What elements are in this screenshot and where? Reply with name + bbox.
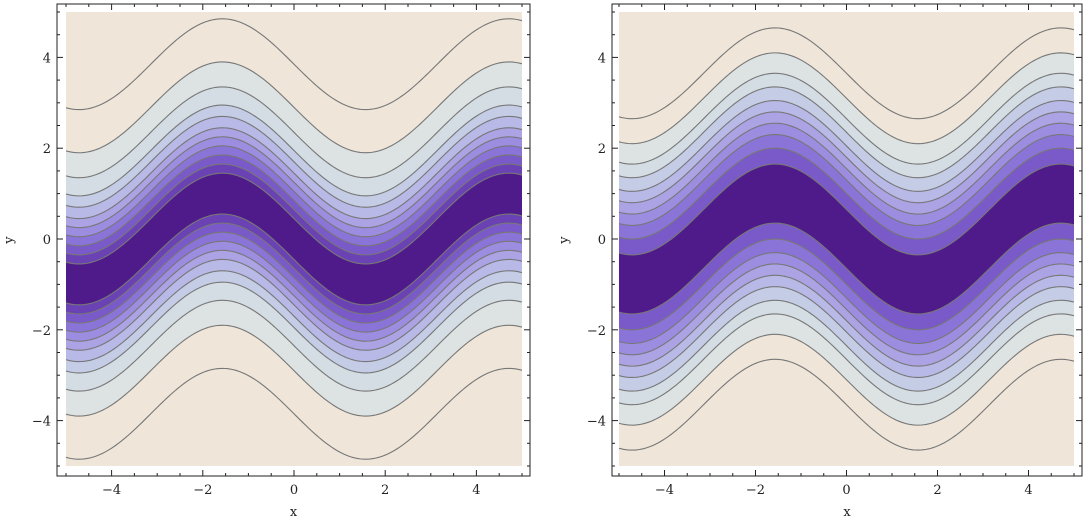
contour-band-core [619, 164, 1074, 314]
contour-line [619, 358, 1074, 451]
contour-line [619, 274, 1074, 367]
contour-line [619, 52, 1074, 145]
y-axis-label: y [557, 236, 572, 245]
contour-line [619, 286, 1074, 379]
y-tick-label: 2 [598, 142, 606, 157]
contour-line [619, 134, 1074, 226]
y-tick-label: 4 [43, 51, 51, 66]
x-tick-label: 2 [381, 483, 389, 498]
contour-line [66, 299, 522, 392]
contour-line [66, 258, 522, 351]
contour-line [66, 145, 522, 238]
contour-bands [66, 12, 522, 466]
y-tick-label: 0 [43, 233, 51, 248]
contour-line [66, 163, 522, 256]
contour-line [619, 72, 1074, 165]
contour-line [619, 147, 1074, 240]
contour-line [619, 222, 1074, 315]
contour-line [66, 249, 522, 342]
contour-line [66, 136, 522, 229]
contour-line [66, 127, 522, 220]
y-tick-label: −4 [587, 415, 606, 430]
x-axis-label: x [843, 505, 851, 520]
contour-line [66, 104, 522, 197]
contour-line [619, 111, 1074, 204]
contour-line [66, 281, 522, 374]
contour-line [619, 263, 1074, 356]
contour-line [619, 99, 1074, 192]
contour-line [619, 122, 1074, 215]
contour-line [66, 324, 522, 417]
contour-line [619, 313, 1074, 406]
y-axis-label: y [2, 236, 17, 245]
contour-line [66, 367, 522, 460]
contour-plot-left: −4 −2 0 2 4 −4 −2 0 2 4 x y [2, 3, 531, 520]
y-tick-label: 4 [598, 51, 606, 66]
contour-line [66, 154, 522, 247]
x-tick-label: −4 [655, 483, 674, 498]
contour-line [619, 252, 1074, 344]
contour-line [66, 86, 522, 179]
contour-line [66, 222, 522, 315]
contour-line [66, 240, 522, 333]
contour-line [66, 213, 522, 306]
contour-bands [619, 12, 1074, 466]
contour-line [66, 172, 522, 265]
y-tick-label: −4 [32, 415, 51, 430]
contour-band-core [66, 173, 522, 305]
x-tick-label: 0 [842, 483, 850, 498]
x-tick-label: −4 [102, 483, 121, 498]
x-tick-label: −2 [193, 483, 212, 498]
x-tick-label: −2 [746, 483, 765, 498]
y-tick-label: −2 [587, 324, 606, 339]
contour-line [66, 18, 522, 111]
contour-line [619, 163, 1074, 256]
contour-line [66, 231, 522, 324]
contour-line [66, 270, 522, 363]
contour-plot-right: −4 −2 0 2 4 −4 −2 0 2 4 x y [557, 3, 1083, 520]
contour-line [66, 61, 522, 154]
x-tick-label: 4 [472, 483, 480, 498]
contour-line [66, 115, 522, 208]
x-tick-label: 4 [1024, 483, 1032, 498]
x-axis-label: x [290, 505, 298, 520]
x-tick-label: 0 [290, 483, 298, 498]
contour-line [619, 27, 1074, 120]
contour-line [619, 299, 1074, 392]
x-tick-label: 2 [933, 483, 941, 498]
y-tick-label: 2 [43, 142, 51, 157]
contour-line [619, 238, 1074, 331]
contour-line [619, 333, 1074, 426]
y-tick-label: 0 [598, 233, 606, 248]
y-tick-label: −2 [32, 324, 51, 339]
contour-line [619, 86, 1074, 179]
